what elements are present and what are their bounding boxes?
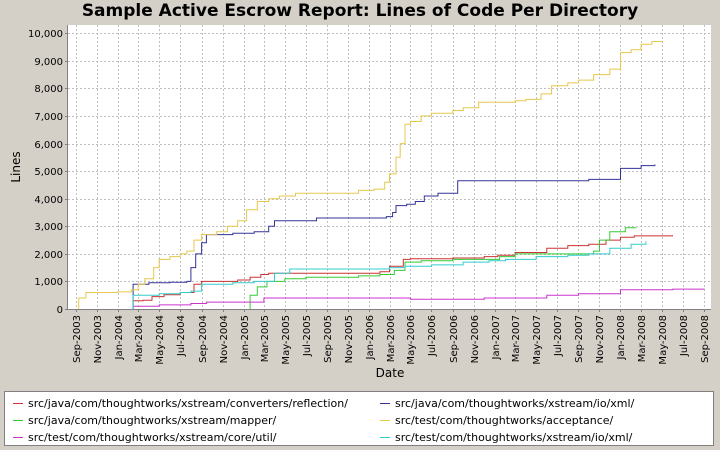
x-tick-label: Mar-2005: [260, 315, 271, 362]
legend-swatch: [13, 436, 23, 438]
legend-label: src/test/com/thoughtworks/xstream/core/u…: [28, 431, 277, 444]
x-tick-label: Mar-2007: [511, 315, 522, 362]
legend-swatch: [380, 419, 390, 421]
y-tick-label: 10,000: [28, 29, 63, 40]
legend-swatch: [13, 402, 23, 404]
y-tick-label: 3,000: [34, 222, 63, 233]
x-tick-label: Sep-2008: [700, 315, 711, 363]
x-tick-label: May-2008: [658, 315, 669, 365]
series-line-3: [249, 227, 637, 309]
series-line-5: [132, 288, 705, 309]
x-tick-label: Jan-2004: [114, 315, 125, 360]
x-tick-label: Nov-2004: [219, 315, 230, 363]
x-tick-label: Jul-2005: [302, 315, 313, 357]
x-tick-label: Nov-2006: [470, 315, 481, 363]
x-tick-label: Jul-2006: [427, 315, 438, 357]
x-tick-label: Jul-2007: [553, 315, 564, 357]
legend-label: src/test/com/thoughtworks/xstream/io/xml…: [395, 431, 633, 444]
x-tick-label: Sep-2003: [72, 315, 83, 363]
y-tick-label: 0: [57, 305, 63, 316]
legend-item: src/test/com/thoughtworks/xstream/io/xml…: [380, 431, 632, 444]
y-tick-label: 4,000: [34, 195, 63, 206]
x-tick-label: Sep-2006: [449, 315, 460, 363]
y-axis-label: Lines: [9, 151, 23, 182]
x-tick-label: Nov-2007: [595, 315, 606, 363]
legend-swatch: [380, 436, 390, 438]
legend-label: src/test/com/thoughtworks/acceptance/: [395, 414, 614, 427]
legend: src/java/com/thoughtworks/xstream/conver…: [4, 391, 714, 446]
legend-swatch: [13, 419, 23, 421]
x-tick-label: Jul-2008: [679, 315, 690, 357]
y-tick-labels: 0 1,000 2,000 3,000 4,000 5,000 6,000 7,000 8,00…: [28, 29, 68, 316]
legend-item: src/test/com/thoughtworks/acceptance/: [380, 414, 613, 427]
x-tick-label: May-2004: [155, 315, 166, 365]
legend-label: src/java/com/thoughtworks/xstream/io/xml…: [395, 397, 635, 410]
x-tick-label: Jan-2005: [240, 315, 251, 360]
x-tick-label: Nov-2005: [344, 315, 355, 363]
legend-label: src/java/com/thoughtworks/xstream/mapper…: [28, 414, 277, 427]
x-tick-labels: Sep-2003 Nov-2003 Jan-2004 Mar-2004 May-2004…: [72, 309, 711, 365]
x-tick-label: Jan-2006: [365, 315, 376, 360]
x-tick-label: Nov-2003: [93, 315, 104, 363]
x-tick-label: May-2006: [406, 315, 417, 365]
series-line-4: [78, 41, 663, 309]
x-tick-label: Jan-2007: [491, 315, 502, 360]
legend-item: src/test/com/thoughtworks/xstream/core/u…: [13, 431, 277, 444]
y-tick-label: 8,000: [34, 84, 63, 95]
x-tick-label: Mar-2008: [637, 315, 648, 362]
series-line-6: [132, 241, 647, 309]
x-tick-label: Sep-2005: [323, 315, 334, 363]
axes: [67, 25, 711, 310]
series-line-2: [132, 164, 656, 309]
x-tick-label: May-2007: [532, 315, 543, 365]
legend-label: src/java/com/thoughtworks/xstream/conver…: [28, 397, 348, 410]
chart-title: Sample Active Escrow Report: Lines of Co…: [81, 1, 639, 21]
x-tick-label: May-2005: [281, 315, 292, 365]
legend-swatch: [380, 402, 390, 404]
series-lines: [78, 41, 705, 309]
line-chart: 0 1,000 2,000 3,000 4,000 5,000 6,000 7,000 8,00…: [9, 25, 711, 380]
y-tick-label: 6,000: [34, 140, 63, 151]
y-tick-label: 7,000: [34, 112, 63, 123]
y-tick-label: 9,000: [34, 57, 63, 68]
x-tick-label: Mar-2006: [386, 315, 397, 362]
y-tick-label: 1,000: [34, 277, 63, 288]
y-tick-label: 5,000: [34, 167, 63, 178]
x-tick-label: Jan-2008: [616, 315, 627, 360]
x-tick-label: Jul-2004: [176, 315, 187, 357]
x-tick-label: Sep-2007: [574, 315, 585, 363]
x-tick-label: Sep-2004: [198, 315, 209, 363]
plot-area: [68, 25, 711, 309]
legend-item: src/java/com/thoughtworks/xstream/mapper…: [13, 414, 276, 427]
legend-item: src/java/com/thoughtworks/xstream/io/xml…: [380, 397, 634, 410]
x-axis-label: Date: [376, 366, 405, 380]
x-tick-label: Mar-2004: [134, 315, 145, 362]
legend-item: src/java/com/thoughtworks/xstream/conver…: [13, 397, 348, 410]
y-tick-label: 2,000: [34, 250, 63, 261]
